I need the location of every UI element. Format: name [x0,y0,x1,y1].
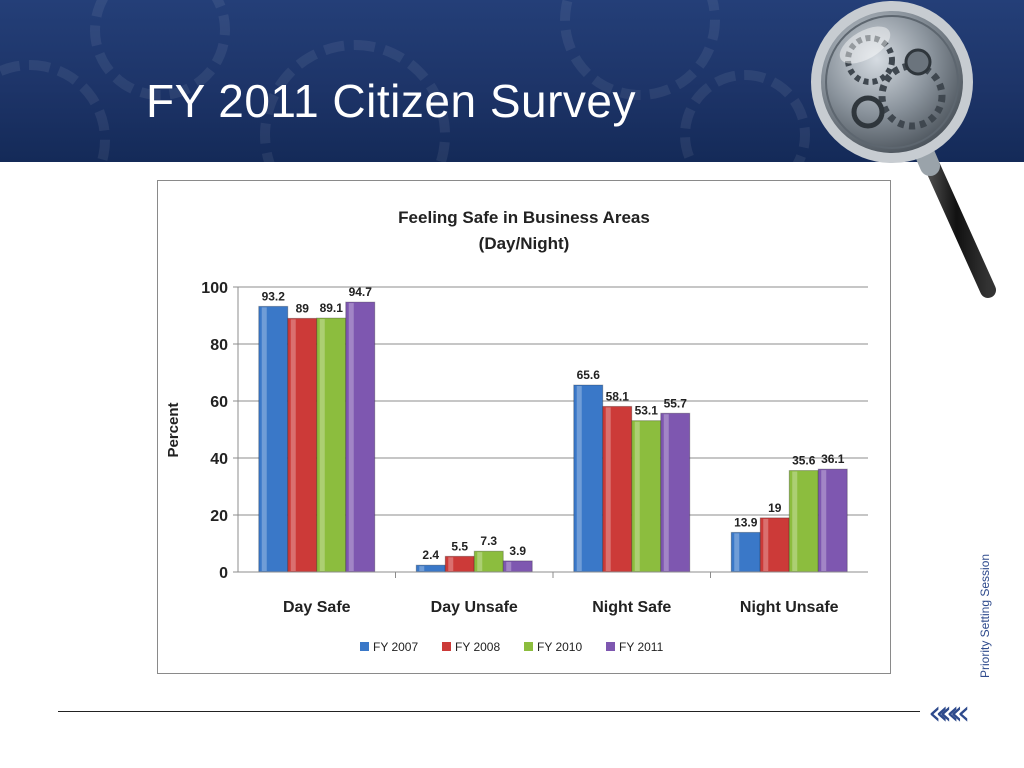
data-label: 53.1 [635,404,659,418]
data-label: 55.7 [664,396,688,410]
chart-title: Feeling Safe in Business Areas [398,208,650,227]
data-label: 93.2 [262,289,286,303]
bar-highlight [763,518,769,571]
bar-highlight [576,386,582,571]
legend-label: FY 2011 [619,640,664,654]
gear-icon [680,70,810,162]
data-label: 36.1 [821,452,845,466]
data-label: 13.9 [734,515,758,529]
y-tick-label: 100 [201,280,228,297]
bar-highlight [290,319,296,571]
bar [258,305,289,573]
data-label: 35.6 [792,454,816,468]
bar-highlight [477,552,483,571]
bar-highlight [419,566,425,571]
gear-icon [90,0,230,100]
y-tick-label: 80 [210,337,228,354]
y-tick-label: 60 [210,394,228,411]
bar-highlight [261,307,267,571]
x-tick-label: Day Unsafe [431,599,518,616]
data-label: 5.5 [451,539,468,553]
bar-highlight [663,414,669,571]
bar-highlight [448,557,454,571]
bar-chart: Feeling Safe in Business Areas (Day/Nigh… [165,208,868,654]
legend-swatch [524,642,533,651]
legend-swatch [360,642,369,651]
magnifying-glass-icon [811,1,996,298]
gear-icon [0,60,110,162]
y-tick-label: 20 [210,508,228,525]
chart-subtitle: (Day/Night) [479,234,570,253]
x-tick-label: Night Unsafe [740,599,839,616]
data-label: 3.9 [509,544,526,558]
legend-label: FY 2010 [537,640,582,654]
side-label: Priority Setting Session [978,553,992,678]
bar-highlight [821,470,827,571]
legend-swatch [606,642,615,651]
legend-swatch [442,642,451,651]
data-label: 65.6 [577,368,601,382]
bar [788,470,819,573]
data-label: 2.4 [422,548,439,562]
legend-label: FY 2008 [455,640,500,654]
legend-label: FY 2007 [373,640,418,654]
chevrons-left-icon[interactable]: ««« [928,693,971,733]
data-label: 7.3 [480,534,497,548]
y-axis-label: Percent [165,402,182,457]
bar-highlight [605,407,611,571]
data-label: 89 [296,301,310,315]
bar-highlight [319,319,325,571]
footer-divider [58,711,920,712]
bar-highlight [348,303,354,571]
data-label: 94.7 [349,285,373,299]
bar-highlight [506,561,512,571]
bar [759,517,790,573]
bar-highlight [734,533,740,571]
y-tick-label: 0 [219,565,228,582]
x-tick-label: Day Safe [283,599,351,616]
y-tick-label: 40 [210,451,228,468]
bar [573,384,604,573]
data-label: 19 [768,501,782,515]
bar-highlight [634,421,640,571]
data-label: 89.1 [320,301,344,315]
bar-highlight [792,471,798,571]
x-tick-label: Night Safe [592,599,671,616]
chart-frame: Feeling Safe in Business Areas (Day/Nigh… [157,180,891,674]
data-label: 58.1 [606,389,630,403]
bar [817,468,848,573]
slide-title: FY 2011 Citizen Survey [146,75,636,127]
